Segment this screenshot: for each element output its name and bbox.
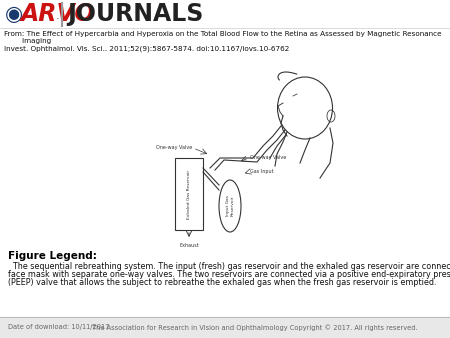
Text: The Association for Research in Vision and Ophthalmology Copyright © 2017. All r: The Association for Research in Vision a… bbox=[92, 324, 418, 331]
Text: Gas Input: Gas Input bbox=[250, 169, 274, 174]
Text: Input Gas
Reservoir: Input Gas Reservoir bbox=[226, 196, 234, 216]
Text: face mask with separate one-way valves. The two reservoirs are connected via a p: face mask with separate one-way valves. … bbox=[8, 270, 450, 279]
Text: .: . bbox=[56, 11, 59, 21]
Text: Exhaust: Exhaust bbox=[179, 243, 199, 248]
Bar bbox=[175, 158, 203, 230]
Text: From: The Effect of Hypercarbia and Hyperoxia on the Total Blood Flow to the Ret: From: The Effect of Hypercarbia and Hype… bbox=[4, 31, 441, 37]
Text: Imaging: Imaging bbox=[4, 38, 51, 44]
Text: ◉: ◉ bbox=[5, 4, 23, 24]
Text: One-way Valve: One-way Valve bbox=[156, 145, 192, 150]
Bar bbox=[0, 55, 450, 245]
Text: Date of download: 10/11/2017: Date of download: 10/11/2017 bbox=[8, 324, 109, 331]
Text: Exhaled Gas Reservoir: Exhaled Gas Reservoir bbox=[187, 169, 191, 219]
Bar bbox=[0, 0, 450, 55]
Text: (PEEP) valve that allows the subject to rebreathe the exhaled gas when the fresh: (PEEP) valve that allows the subject to … bbox=[8, 278, 436, 287]
Text: Invest. Ophthalmol. Vis. Sci.. 2011;52(9):5867-5874. doi:10.1167/iovs.10-6762: Invest. Ophthalmol. Vis. Sci.. 2011;52(9… bbox=[4, 45, 289, 51]
Text: The sequential rebreathing system. The input (fresh) gas reservoir and the exhal: The sequential rebreathing system. The i… bbox=[8, 262, 450, 271]
Text: ARVO: ARVO bbox=[21, 2, 95, 26]
Text: Figure Legend:: Figure Legend: bbox=[8, 251, 97, 261]
Text: One-way Valve: One-way Valve bbox=[250, 155, 286, 161]
Bar bbox=[0, 317, 450, 338]
Text: JOURNALS: JOURNALS bbox=[67, 2, 203, 26]
Bar bbox=[0, 245, 450, 317]
